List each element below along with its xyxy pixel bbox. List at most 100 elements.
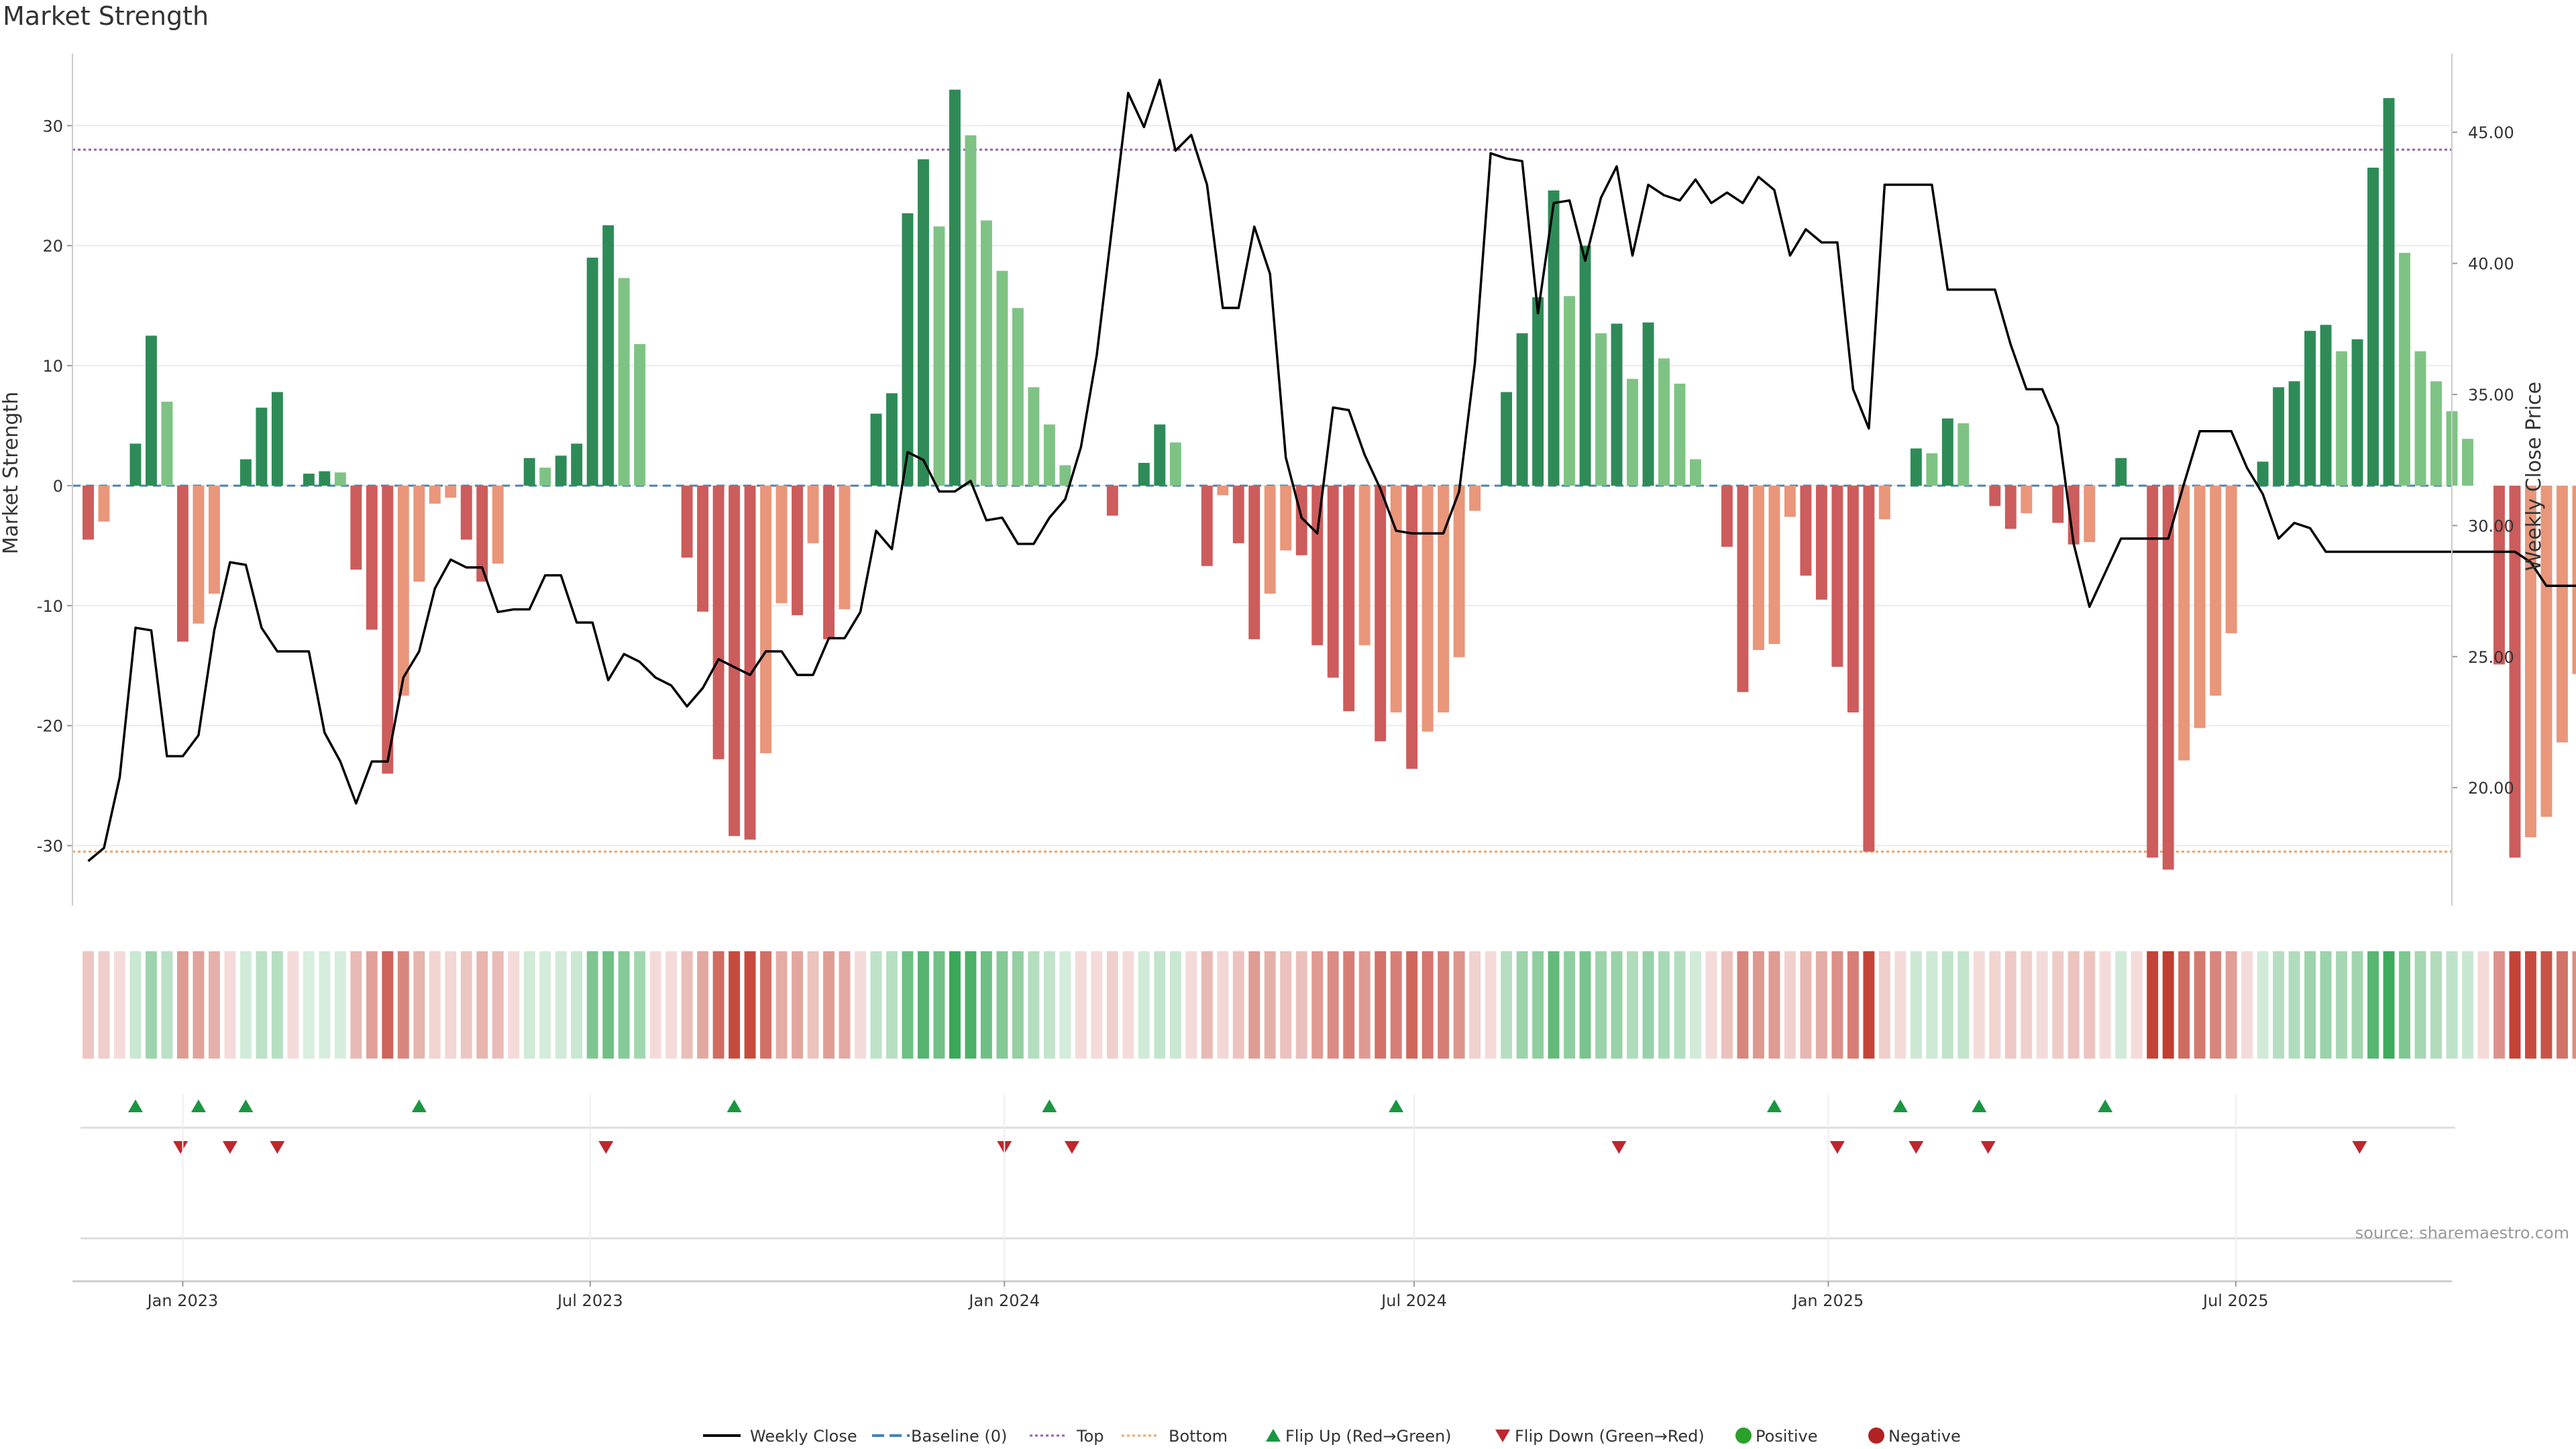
- strength-cell: [2320, 951, 2332, 1059]
- strength-cell: [1453, 951, 1465, 1059]
- strength-cell: [1894, 951, 1907, 1059]
- strength-cell: [1501, 951, 1513, 1059]
- strength-bar: [476, 485, 488, 582]
- strength-bar: [1469, 485, 1481, 511]
- strength-cell: [334, 951, 346, 1059]
- strength-cell: [1941, 951, 1953, 1059]
- strength-bar: [1910, 448, 1922, 486]
- strength-bar: [2210, 485, 2222, 696]
- strength-cell: [2509, 951, 2521, 1059]
- strength-cell: [2068, 951, 2080, 1059]
- strength-cell: [2004, 951, 2017, 1059]
- strength-bar: [1264, 485, 1276, 594]
- strength-cell: [1327, 951, 1339, 1059]
- strength-bar: [1438, 485, 1450, 713]
- strength-cell: [586, 951, 598, 1059]
- flip-up-marker: [1892, 1099, 1908, 1112]
- strength-bar: [886, 393, 898, 486]
- strength-bar: [2320, 325, 2332, 486]
- strength-cell: [1532, 951, 1544, 1059]
- legend-item-negative: Negative: [1868, 1427, 1961, 1446]
- grid-layer: [72, 125, 2452, 847]
- flip-down-marker: [1064, 1141, 1079, 1154]
- strength-cell: [2414, 951, 2426, 1059]
- strength-bar: [1232, 485, 1244, 543]
- strength-cell: [602, 951, 614, 1059]
- strength-bar: [2351, 339, 2363, 486]
- strength-bar: [1989, 485, 2001, 506]
- strength-cell: [681, 951, 693, 1059]
- flip-down-marker: [1909, 1141, 1924, 1154]
- strength-bar: [271, 392, 283, 486]
- date-axis: Jan 2023 Jul 2023 Jan 2024 Jul 2024 Jan 2025…: [72, 1093, 2452, 1310]
- strength-bar: [586, 258, 598, 486]
- strength-cell: [1012, 951, 1024, 1059]
- legend-label: Negative: [1888, 1427, 1961, 1446]
- strength-cell: [1438, 951, 1450, 1059]
- x-tick-label: Jan 2024: [967, 1291, 1040, 1310]
- strength-cell: [1295, 951, 1307, 1059]
- strength-cell: [1358, 951, 1371, 1059]
- strength-cell: [618, 951, 630, 1059]
- strength-cell: [523, 951, 535, 1059]
- strength-cell: [1800, 951, 1812, 1059]
- strength-bar: [1926, 453, 1938, 486]
- strength-cell: [2493, 951, 2505, 1059]
- strength-bar: [1611, 323, 1623, 486]
- strength-bar: [1642, 322, 1654, 486]
- strength-cell: [870, 951, 882, 1059]
- strength-bar: [823, 485, 835, 639]
- strength-cell: [2099, 951, 2111, 1059]
- strength-bar: [429, 485, 441, 504]
- y-tick-label: 30: [42, 117, 63, 136]
- strength-cell: [2383, 951, 2395, 1059]
- strength-cell: [1485, 951, 1497, 1059]
- strength-cell: [2367, 951, 2379, 1059]
- strength-bar: [2021, 485, 2033, 514]
- strength-bar: [618, 278, 630, 486]
- strength-bar: [2178, 485, 2190, 761]
- strength-bar: [334, 472, 346, 486]
- strength-cell: [83, 951, 94, 1059]
- strength-cell: [382, 951, 394, 1059]
- legend-label: Baseline (0): [911, 1427, 1007, 1446]
- strength-cell: [1516, 951, 1528, 1059]
- strength-cell: [1705, 951, 1717, 1059]
- strength-bar: [902, 213, 914, 486]
- strength-bar: [1106, 485, 1118, 516]
- strength-cell: [508, 951, 520, 1059]
- flip-markers: [80, 1099, 2455, 1240]
- strength-cell: [2225, 951, 2237, 1059]
- strength-cell: [712, 951, 724, 1059]
- strength-cell: [996, 951, 1008, 1059]
- strength-bar: [2162, 485, 2174, 870]
- strength-bar: [1406, 485, 1418, 769]
- strength-cell: [729, 951, 741, 1059]
- strength-cell: [807, 951, 819, 1059]
- strength-bar: [602, 225, 614, 486]
- flip-up-marker: [727, 1099, 742, 1112]
- strength-cell: [760, 951, 772, 1059]
- strength-bar: [2383, 98, 2395, 486]
- strength-cell: [287, 951, 299, 1059]
- axes: -30 -20 -10 0 10 20 30 20.00 25.00 30.00 35.00 40.0…: [0, 54, 2546, 906]
- strength-bars: [83, 89, 2576, 870]
- strength-bar: [1941, 418, 1953, 486]
- y2-tick-label: 30.00: [2468, 517, 2514, 535]
- strength-cell: [1831, 951, 1843, 1059]
- strength-bar: [1658, 358, 1670, 486]
- strength-cell: [1043, 951, 1055, 1059]
- flip-up-marker: [411, 1099, 427, 1112]
- strength-cell: [1059, 951, 1071, 1059]
- strength-cell: [1421, 951, 1434, 1059]
- strength-bar: [397, 485, 409, 696]
- strength-bar: [1375, 485, 1387, 741]
- flip-up-marker: [127, 1099, 143, 1112]
- strength-cell: [775, 951, 788, 1059]
- strength-cell: [397, 951, 409, 1059]
- strength-bar: [2304, 331, 2316, 486]
- strength-cell: [1957, 951, 1970, 1059]
- strength-cell: [1878, 951, 1890, 1059]
- strength-cell: [1579, 951, 1591, 1059]
